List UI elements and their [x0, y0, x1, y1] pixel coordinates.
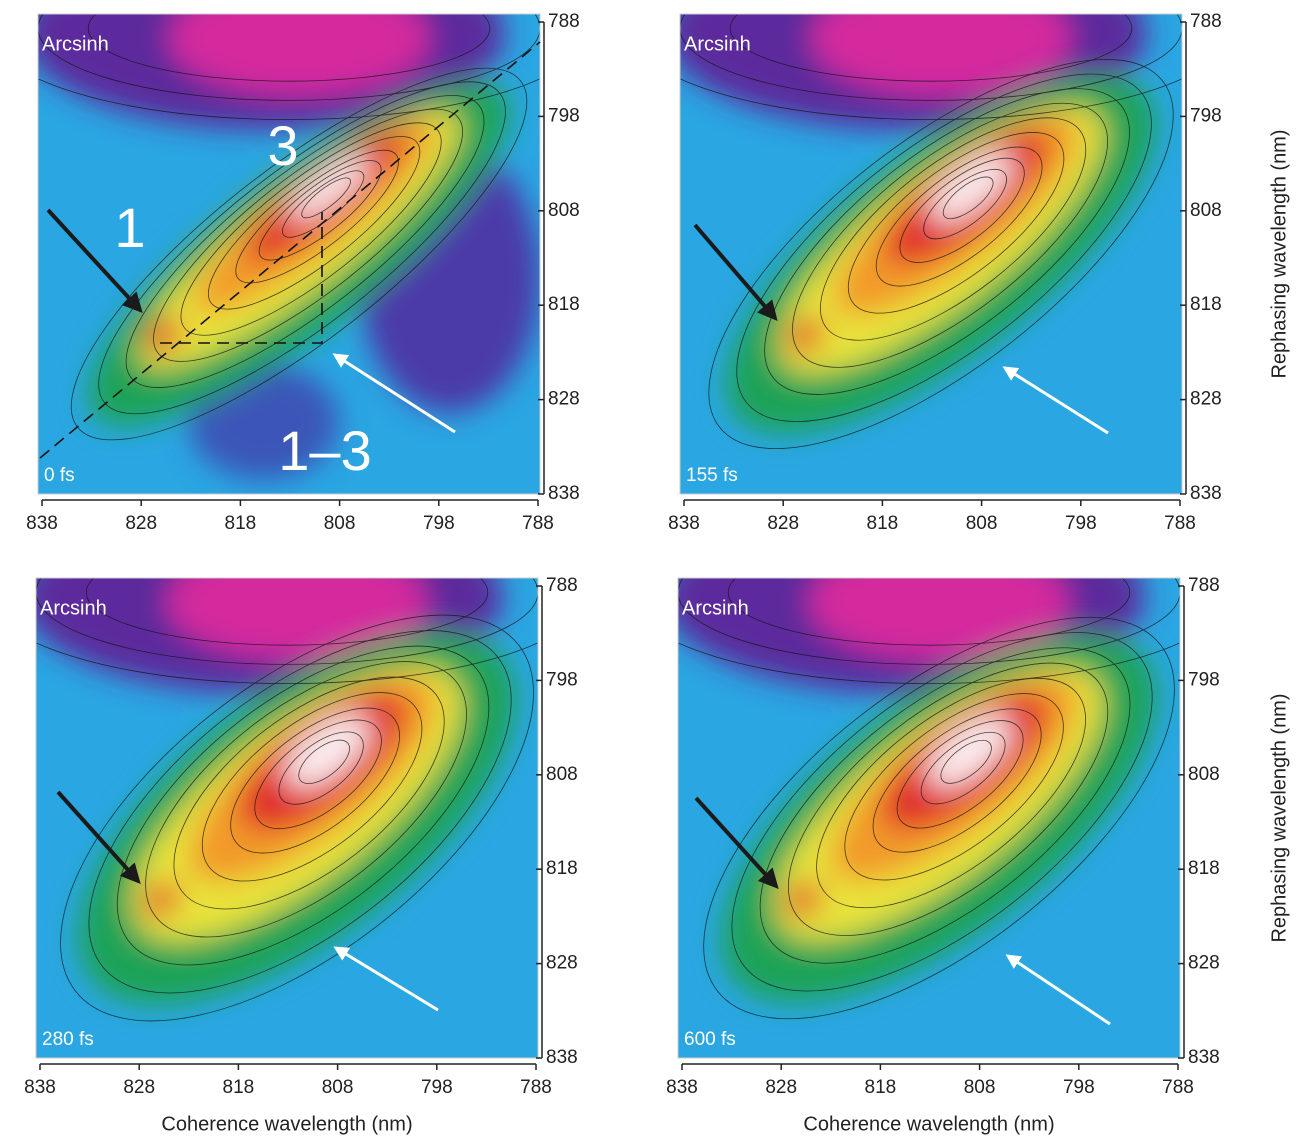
panel: 838 828 818 808 798 788 788 798 808 818 828 838 Reph…	[630, 0, 1290, 534]
panel-label: Arcsinh	[684, 33, 751, 55]
x-axis-label: Coherence wavelength (nm)	[803, 1113, 1054, 1135]
panel-label: Arcsinh	[682, 597, 749, 619]
contour-shading	[628, 501, 1240, 1093]
time-label: 155 fs	[686, 465, 738, 486]
y-tick-label: 818	[546, 858, 578, 879]
y-tick-label: 788	[1190, 11, 1222, 32]
panel-label: Arcsinh	[42, 33, 109, 55]
x-tick-label: 838	[668, 513, 700, 534]
x-tick-label: 788	[520, 1077, 552, 1098]
y-tick-label: 818	[1188, 858, 1220, 879]
x-tick-label: 828	[125, 513, 157, 534]
time-label: 600 fs	[684, 1029, 736, 1050]
x-tick-label: 838	[26, 513, 58, 534]
x-tick-label: 788	[1164, 513, 1196, 534]
y-tick-label: 808	[1188, 764, 1220, 785]
x-tick-label: 798	[1065, 513, 1097, 534]
x-tick-label: 838	[24, 1077, 56, 1098]
x-tick-label: 808	[322, 1077, 354, 1098]
y-axis-label: Rephasing wavelength (nm)	[1268, 693, 1290, 942]
y-tick-label: 828	[546, 953, 578, 974]
panel: 838 828 818 808 798 788 788 798 808 818 828 838 Cohe…	[0, 501, 601, 1135]
y-tick-label: 788	[548, 11, 580, 32]
panel: 838 828 818 808 798 788 788 798 808 818 828 838 Arcs…	[0, 0, 590, 534]
x-tick-label: 788	[522, 513, 554, 534]
y-tick-label: 838	[1190, 483, 1222, 504]
peak-label: 3	[267, 114, 298, 177]
y-tick-label: 828	[1190, 389, 1222, 410]
x-tick-label: 808	[964, 1077, 996, 1098]
x-tick-label: 808	[324, 513, 356, 534]
x-axis-label: Coherence wavelength (nm)	[161, 1113, 412, 1135]
contour-shading	[630, 0, 1232, 516]
y-tick-label: 838	[546, 1047, 578, 1068]
y-tick-label: 818	[1190, 294, 1222, 315]
x-tick-label: 818	[223, 1077, 255, 1098]
y-tick-label: 808	[548, 200, 580, 221]
y-tick-label: 838	[548, 483, 580, 504]
panel-label: Arcsinh	[40, 597, 107, 619]
y-tick-label: 788	[546, 575, 578, 596]
y-tick-label: 828	[548, 389, 580, 410]
y-tick-label: 798	[548, 105, 580, 126]
y-tick-label: 788	[1188, 575, 1220, 596]
time-label: 280 fs	[42, 1029, 94, 1050]
x-tick-label: 788	[1162, 1077, 1194, 1098]
y-tick-label: 808	[546, 764, 578, 785]
time-label: 0 fs	[44, 465, 75, 486]
figure: 838 828 818 808 798 788 788 798 808 818 828 838 Arcs…	[0, 0, 1296, 1138]
y-tick-label: 818	[548, 294, 580, 315]
y-tick-label: 808	[1190, 200, 1222, 221]
x-tick-label: 828	[765, 1077, 797, 1098]
x-tick-label: 818	[225, 513, 257, 534]
x-tick-label: 818	[867, 513, 899, 534]
x-tick-label: 798	[1063, 1077, 1095, 1098]
y-axis-label: Rephasing wavelength (nm)	[1268, 129, 1290, 378]
peak-label: 1–3	[278, 419, 371, 482]
y-tick-label: 828	[1188, 953, 1220, 974]
x-tick-label: 818	[865, 1077, 897, 1098]
x-tick-label: 798	[421, 1077, 453, 1098]
x-tick-label: 828	[123, 1077, 155, 1098]
x-tick-label: 838	[666, 1077, 698, 1098]
y-tick-label: 838	[1188, 1047, 1220, 1068]
y-tick-label: 798	[1188, 669, 1220, 690]
y-tick-label: 798	[546, 669, 578, 690]
x-tick-label: 828	[767, 513, 799, 534]
x-tick-label: 798	[423, 513, 455, 534]
panel: 838 828 818 808 798 788 788 798 808 818 828 838 Cohe…	[628, 501, 1290, 1135]
peak-label: 1	[114, 196, 145, 259]
x-tick-label: 808	[966, 513, 998, 534]
y-tick-label: 798	[1190, 105, 1222, 126]
contour-shading	[0, 501, 601, 1097]
